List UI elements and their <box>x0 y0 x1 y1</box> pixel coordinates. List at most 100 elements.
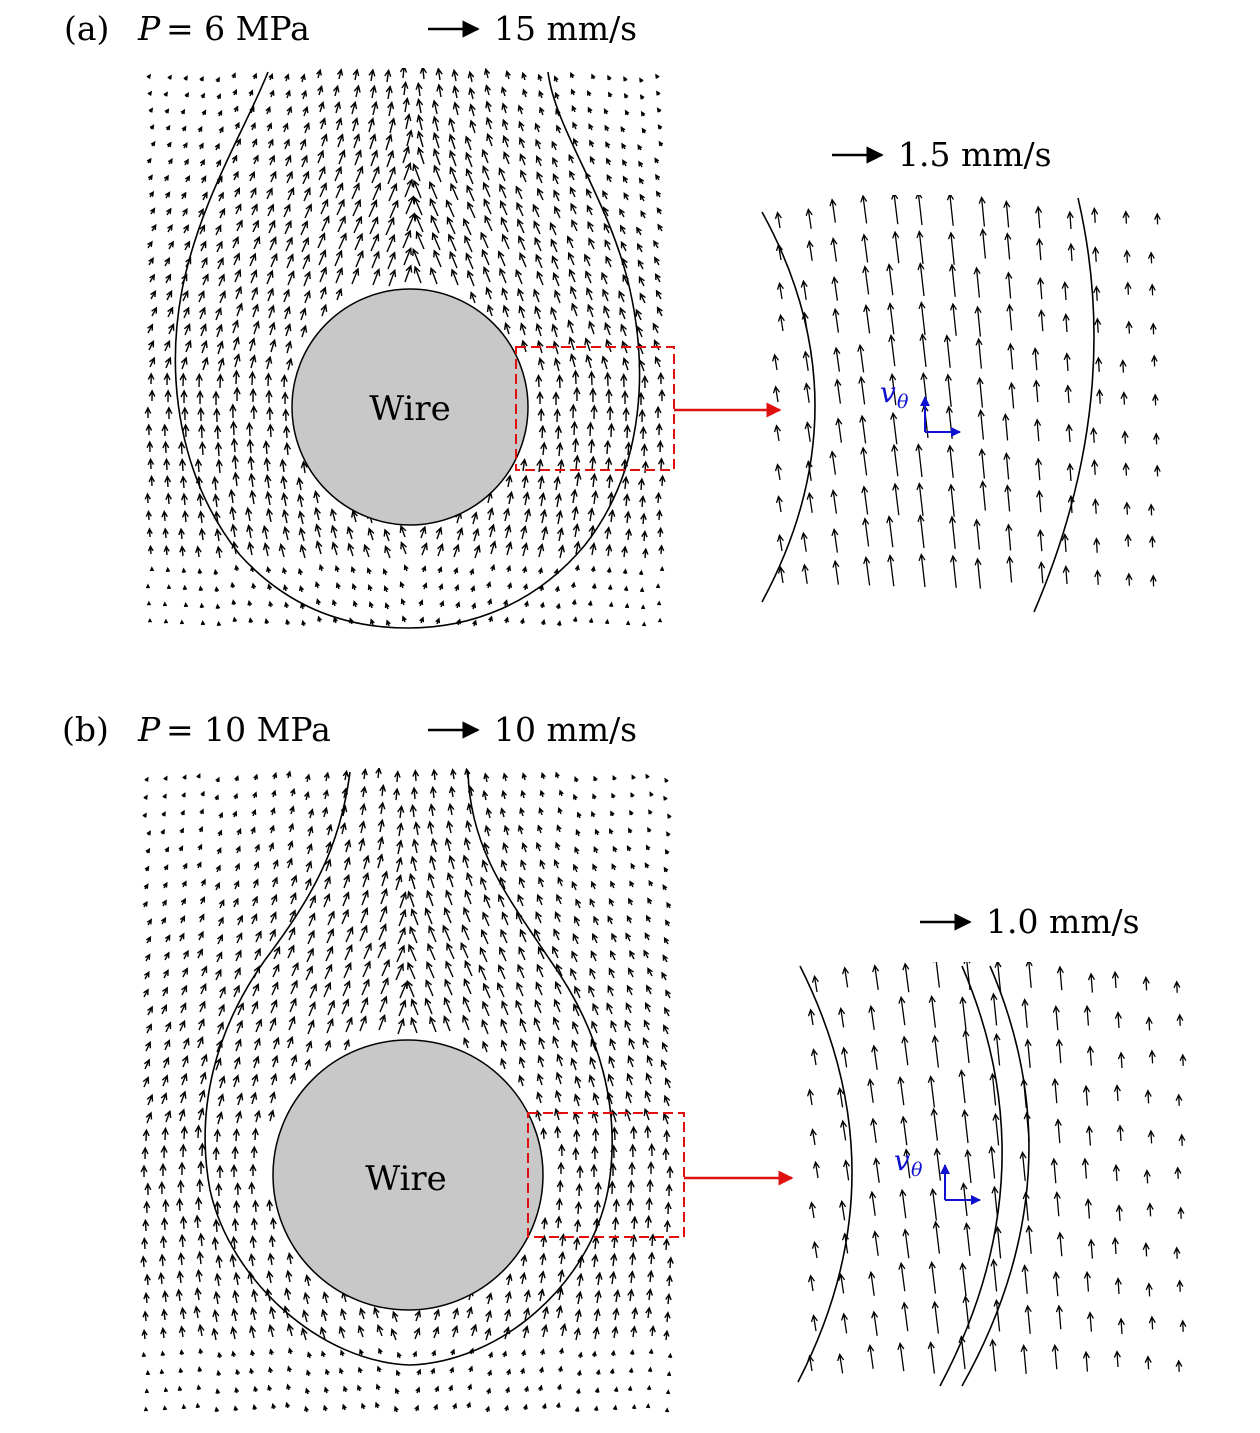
velocity-vector <box>649 1324 656 1337</box>
velocity-vector <box>587 106 593 114</box>
velocity-vector <box>626 915 633 924</box>
velocity-vector <box>608 967 615 979</box>
velocity-vector <box>1124 281 1132 295</box>
velocity-vector <box>666 1371 672 1377</box>
velocity-vector <box>263 456 271 472</box>
velocity-vector <box>569 285 577 300</box>
velocity-vector <box>605 255 612 268</box>
velocity-vector <box>165 566 171 573</box>
velocity-vector <box>593 845 599 854</box>
velocity-vector <box>610 1252 618 1267</box>
velocity-vector <box>236 219 243 232</box>
velocity-vector <box>889 372 897 406</box>
velocity-vector <box>644 932 651 941</box>
velocity-vector <box>570 488 578 504</box>
velocity-vector <box>473 544 481 559</box>
velocity-vector <box>656 600 662 606</box>
velocity-vector <box>431 99 439 115</box>
velocity-vector <box>236 302 243 317</box>
velocity-vector <box>196 1384 202 1391</box>
velocity-vector <box>503 616 509 624</box>
velocity-vector <box>609 1270 617 1285</box>
velocity-vector <box>1147 1129 1155 1144</box>
velocity-vector <box>324 858 332 872</box>
velocity-vector <box>622 175 629 184</box>
velocity-vector <box>297 567 304 576</box>
velocity-vector <box>1114 1277 1122 1295</box>
velocity-vector <box>521 474 529 489</box>
velocity-vector <box>178 1367 184 1374</box>
velocity-vector <box>591 1350 597 1358</box>
velocity-vector <box>147 457 155 470</box>
velocity-vector <box>445 889 453 906</box>
velocity-vector <box>252 982 260 997</box>
velocity-vector <box>612 775 617 781</box>
velocity-vector <box>575 828 581 837</box>
velocity-vector <box>320 198 329 215</box>
velocity-vector <box>309 983 317 999</box>
velocity-vector <box>537 945 545 960</box>
velocity-vector <box>591 1253 599 1268</box>
velocity-vector <box>216 1369 222 1377</box>
velocity-vector <box>285 340 293 354</box>
velocity-vector <box>551 140 558 151</box>
velocity-vector <box>584 270 592 284</box>
velocity-vector <box>250 1306 258 1321</box>
velocity-vector <box>406 979 415 998</box>
velocity-vector <box>773 424 782 442</box>
velocity-vector <box>574 1200 583 1215</box>
velocity-vector <box>211 475 219 491</box>
velocity-vector <box>215 306 222 321</box>
velocity-vector <box>230 437 239 453</box>
velocity-vector <box>178 845 184 852</box>
velocity-vector <box>1122 210 1130 224</box>
velocity-vector <box>591 73 596 80</box>
velocity-vector <box>539 859 546 870</box>
velocity-vector <box>251 138 258 148</box>
velocity-vector <box>500 1039 508 1052</box>
velocity-vector <box>217 357 225 372</box>
panel-a-wire-label: Wire <box>369 389 451 429</box>
velocity-vector <box>197 1232 205 1247</box>
velocity-vector <box>657 124 663 130</box>
velocity-vector <box>200 1053 208 1067</box>
velocity-vector <box>266 406 274 421</box>
velocity-vector <box>213 407 221 423</box>
velocity-vector <box>235 845 241 854</box>
velocity-vector <box>541 1402 547 1410</box>
velocity-vector <box>211 1236 219 1251</box>
velocity-vector <box>319 1326 327 1340</box>
velocity-vector <box>589 155 596 165</box>
velocity-vector <box>902 962 910 993</box>
velocity-vector <box>539 601 545 609</box>
velocity-vector <box>652 322 659 334</box>
velocity-vector <box>466 184 475 202</box>
velocity-vector <box>422 582 428 590</box>
velocity-vector <box>645 1072 653 1085</box>
velocity-vector <box>587 303 594 318</box>
velocity-vector <box>181 406 189 421</box>
velocity-vector <box>370 149 379 167</box>
velocity-vector <box>410 855 418 872</box>
velocity-vector <box>217 829 223 837</box>
velocity-vector <box>628 897 634 906</box>
velocity-vector <box>234 268 242 283</box>
velocity-vector <box>179 1143 187 1158</box>
velocity-vector <box>872 1230 880 1256</box>
velocity-vector <box>556 1286 564 1301</box>
velocity-vector <box>429 197 439 217</box>
velocity-vector <box>629 880 635 888</box>
velocity-vector <box>179 619 185 625</box>
velocity-vector <box>444 837 452 852</box>
velocity-vector <box>870 1117 878 1143</box>
velocity-vector <box>399 524 407 538</box>
velocity-vector <box>571 302 578 317</box>
panel-a-zoom-box <box>515 346 675 471</box>
panel-a-vtheta-subscript: θ <box>897 391 909 413</box>
velocity-vector <box>622 568 628 575</box>
velocity-vector <box>638 408 646 423</box>
velocity-vector <box>1149 322 1157 335</box>
velocity-vector <box>335 266 344 284</box>
velocity-vector <box>621 142 627 150</box>
velocity-vector <box>1175 1359 1183 1372</box>
